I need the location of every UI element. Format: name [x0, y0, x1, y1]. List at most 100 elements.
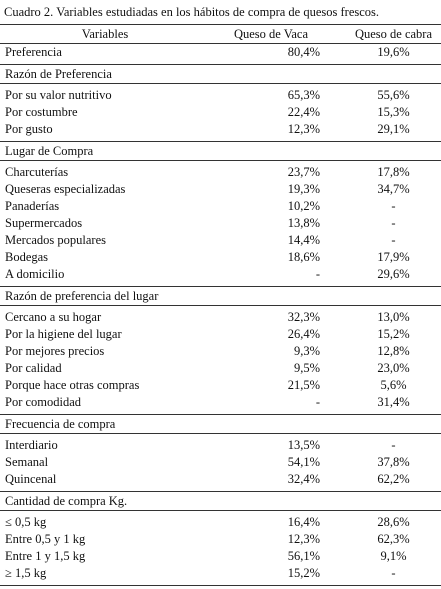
header-cell: Variables [0, 24, 210, 44]
value-cell: 29,6% [332, 266, 441, 287]
table-caption: Cuadro 2. Variables estudiadas en los há… [4, 5, 380, 19]
value-cell: 9,3% [293, 344, 320, 358]
data-row: Preferencia 80,4% 19,6% [0, 43, 441, 65]
row-label: Cercano a su hogar [5, 310, 102, 324]
value-cell: 65,3% [287, 88, 320, 102]
value-cell: 22,4% [287, 105, 320, 119]
data-row: Por costumbre 22,4% 15,3% [0, 104, 441, 121]
value-cell: 12,3% [287, 532, 320, 546]
section-heading-row: Cantidad de compra Kg. [0, 491, 441, 511]
value-cell: 17,9% [377, 250, 410, 264]
row-label: Por mejores precios [5, 344, 105, 358]
value-cell: 16,4% [287, 515, 320, 529]
data-row: Mercados populares 14,4% - [0, 232, 441, 249]
value-cell: - [391, 216, 396, 230]
row-label: Semanal [5, 455, 49, 469]
data-row: Queseras especializadas 19,3% 34,7% [0, 181, 441, 198]
value-cell: 21,5% [287, 378, 320, 392]
value-cell: - [391, 438, 396, 452]
data-row: ≤ 0,5 kg 16,4% 28,6% [0, 511, 441, 532]
row-label: Entre 0,5 y 1 kg [5, 532, 86, 546]
row-label: Entre 1 y 1,5 kg [5, 549, 86, 563]
value-cell: 23,7% [287, 165, 320, 179]
value-cell: 34,7% [377, 182, 410, 196]
value-cell: 32,3% [287, 310, 320, 324]
value-cell: 26,4% [287, 327, 320, 341]
value-cell: 37,8% [377, 455, 410, 469]
value-cell: 10,2% [287, 199, 320, 213]
section-heading: Razón de preferencia del lugar [0, 286, 441, 306]
value-cell: 17,8% [377, 165, 410, 179]
row-label: Por la higiene del lugar [5, 327, 122, 341]
value-cell: 18,6% [287, 250, 320, 264]
section-heading-row: Razón de Preferencia [0, 64, 441, 84]
row-label: Porque hace otras compras [5, 378, 140, 392]
data-row: Interdiario 13,5% - [0, 434, 441, 455]
value-cell: 80,4% [210, 43, 332, 65]
data-row: Entre 1 y 1,5 kg 56,1% 9,1% [0, 548, 441, 565]
data-row: Por calidad 9,5% 23,0% [0, 360, 441, 377]
data-row: Supermercados 13,8% - [0, 215, 441, 232]
row-label: Por gusto [0, 121, 210, 142]
value-cell: - [391, 233, 396, 247]
section-heading: Frecuencia de compra [0, 414, 441, 434]
table-body: Variables Queso de Vaca Queso de cabra Pref… [0, 24, 441, 586]
value-cell: - [210, 266, 332, 287]
value-cell: 31,4% [332, 394, 441, 415]
data-row: Entre 0,5 y 1 kg 12,3% 62,3% [0, 531, 441, 548]
value-cell: 5,6% [380, 378, 407, 392]
value-cell: 15,2% [210, 565, 332, 586]
row-label: Supermercados [5, 216, 83, 230]
value-cell: 62,2% [332, 471, 441, 492]
data-row: Por su valor nutritivo 65,3% 55,6% [0, 84, 441, 105]
value-cell: 54,1% [287, 455, 320, 469]
row-label: ≥ 1,5 kg [0, 565, 210, 586]
header-cell: Queso de Vaca [210, 24, 332, 44]
data-row: Bodegas 18,6% 17,9% [0, 249, 441, 266]
row-label: Interdiario [5, 438, 58, 452]
value-cell: 62,3% [377, 532, 410, 546]
data-row: Por la higiene del lugar 26,4% 15,2% [0, 326, 441, 343]
value-cell: 56,1% [287, 549, 320, 563]
row-label: Mercados populares [5, 233, 107, 247]
data-row: Por mejores precios 9,3% 12,8% [0, 343, 441, 360]
section-heading-row: Razón de preferencia del lugar [0, 286, 441, 306]
row-label: Preferencia [0, 43, 210, 65]
data-row: Por comodidad -31,4% [0, 394, 441, 415]
row-label: Por su valor nutritivo [5, 88, 112, 102]
value-cell: 23,0% [377, 361, 410, 375]
value-cell: 19,3% [287, 182, 320, 196]
header-row: Variables Queso de Vaca Queso de cabra [0, 24, 441, 44]
section-heading: Lugar de Compra [0, 141, 441, 161]
data-row: Panaderías 10,2% - [0, 198, 441, 215]
data-row: ≥ 1,5 kg 15,2% - [0, 565, 441, 586]
value-cell: 12,8% [377, 344, 410, 358]
data-row: Quincenal 32,4% 62,2% [0, 471, 441, 492]
data-row: Semanal 54,1% 37,8% [0, 454, 441, 471]
row-label: Por comodidad [0, 394, 210, 415]
data-row: Por gusto 12,3% 29,1% [0, 121, 441, 142]
row-label: A domicilio [0, 266, 210, 287]
data-row: Porque hace otras compras 21,5% 5,6% [0, 377, 441, 394]
section-heading: Cantidad de compra Kg. [0, 491, 441, 511]
value-cell: 15,2% [377, 327, 410, 341]
value-cell: 13,8% [287, 216, 320, 230]
value-cell: 32,4% [210, 471, 332, 492]
row-label: Panaderías [5, 199, 60, 213]
data-row: Charcuterías 23,7% 17,8% [0, 161, 441, 182]
value-cell: 14,4% [287, 233, 320, 247]
row-label: Por calidad [5, 361, 62, 375]
value-cell: 29,1% [332, 121, 441, 142]
section-heading-row: Frecuencia de compra [0, 414, 441, 434]
value-cell: - [332, 565, 441, 586]
header-cell: Queso de cabra [332, 24, 441, 44]
row-label: Charcuterías [5, 165, 69, 179]
row-label: Por costumbre [5, 105, 78, 119]
value-cell: 55,6% [377, 88, 410, 102]
value-cell: 12,3% [210, 121, 332, 142]
value-cell: 9,1% [380, 549, 407, 563]
section-heading-row: Lugar de Compra [0, 141, 441, 161]
value-cell: 15,3% [377, 105, 410, 119]
row-label: Queseras especializadas [5, 182, 126, 196]
